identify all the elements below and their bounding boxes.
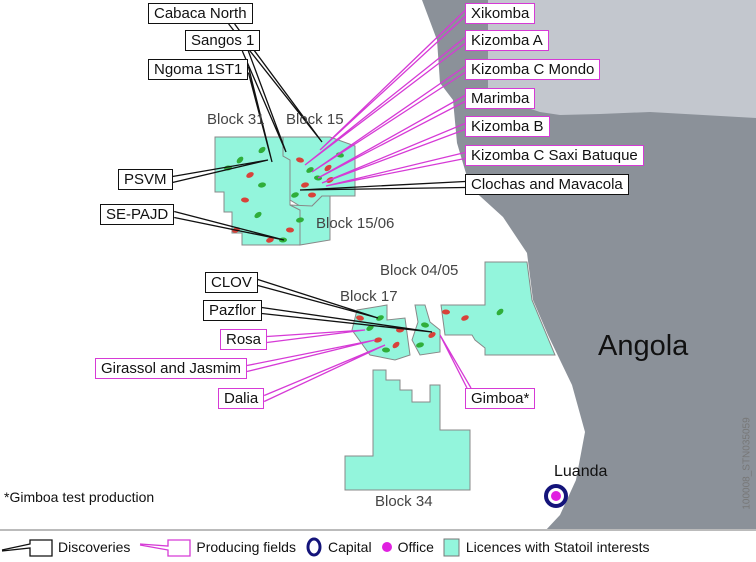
label-kizomba-a: Kizomba A (465, 30, 549, 51)
legend-capital: Capital (304, 536, 372, 558)
label-kizomba-b: Kizomba B (465, 116, 550, 137)
leader-line (304, 36, 466, 166)
leader-line (319, 10, 466, 151)
block-17b (411, 304, 441, 356)
block-17-label: Block 17 (340, 288, 398, 305)
block-15-06 (289, 195, 331, 246)
field-marker (392, 341, 400, 349)
legend-licences-label: Licences with Statoil interests (465, 539, 650, 555)
label-cabaca-north: Cabaca North (148, 3, 253, 24)
leader-line (263, 344, 386, 403)
field-marker (286, 227, 294, 233)
label-girassol: Girassol and Jasmim (95, 358, 248, 379)
capital-icon (306, 537, 322, 557)
field-marker (266, 237, 274, 243)
legend-discoveries: Discoveries (0, 536, 130, 558)
legend-discoveries-label: Discoveries (58, 539, 131, 555)
leader-line (241, 50, 287, 153)
label-clov: CLOV (205, 272, 258, 293)
legend-producing: Producing fields (138, 536, 296, 558)
country-label: Angola (598, 330, 689, 362)
block-31-label: Block 31 (207, 111, 265, 128)
legend-office-label: Office (397, 539, 434, 555)
field-marker (301, 182, 309, 188)
leader-line (266, 329, 366, 344)
label-dalia: Dalia (218, 388, 265, 409)
leader-line (228, 23, 323, 143)
legend-producing-label: Producing fields (196, 539, 296, 555)
leader-line (257, 278, 379, 319)
field-marker (254, 211, 262, 219)
label-kizomba-c-saxi: Kizomba C Saxi Batuque (465, 145, 644, 166)
leader-line (172, 159, 269, 184)
block-15-label: Block 15 (286, 111, 344, 128)
leader-line (317, 94, 466, 179)
field-marker (496, 308, 504, 316)
block-04-05-label: Block 04/05 (380, 262, 459, 279)
image-code: 100008_STN035059 (741, 417, 753, 510)
field-marker (236, 156, 244, 164)
field-marker (428, 332, 436, 338)
label-pazflor: Pazflor (203, 300, 262, 321)
leader-line (325, 151, 466, 187)
block-04-05 (440, 261, 556, 356)
field-marker (241, 197, 249, 203)
field-marker (461, 315, 469, 321)
label-clochas: Clochas and Mavacola (465, 174, 629, 195)
block-34 (344, 369, 471, 491)
label-rosa: Rosa (220, 329, 268, 350)
block-15-06-label: Block 15/06 (316, 215, 395, 232)
field-marker (356, 315, 364, 321)
label-marimba: Marimba (465, 88, 536, 109)
leader-line (261, 306, 433, 333)
licence-swatch-icon (443, 538, 460, 557)
leader-line (174, 210, 285, 241)
field-marker (382, 347, 390, 353)
discovery-leader-icon (1, 539, 53, 557)
field-marker (296, 217, 304, 223)
capital-label: Luanda (554, 463, 608, 480)
field-marker (376, 315, 384, 321)
field-marker (258, 146, 266, 154)
office-icon (381, 542, 392, 552)
label-se-pajd: SE-PAJD (100, 204, 175, 225)
field-marker (291, 192, 299, 198)
leader-line (439, 334, 472, 389)
leader-line (247, 66, 273, 163)
legend-office: Office (380, 536, 434, 558)
field-marker (421, 322, 429, 328)
field-marker (258, 182, 266, 188)
label-xikomba: Xikomba (465, 3, 536, 24)
field-marker (416, 342, 424, 348)
label-psvm: PSVM (118, 169, 173, 190)
field-marker (374, 337, 382, 343)
label-ngoma: Ngoma 1ST1 (148, 59, 249, 80)
block-34-label: Block 34 (375, 493, 433, 510)
legend: Discoveries Producing fields Capital Off… (0, 532, 756, 562)
legend-capital-label: Capital (327, 539, 372, 555)
label-kizomba-c-mondo: Kizomba C Mondo (465, 59, 601, 80)
field-marker (246, 172, 254, 178)
producing-leader-icon (140, 539, 192, 557)
label-gimboa: Gimboa* (465, 388, 536, 409)
label-sangos-1: Sangos 1 (185, 30, 261, 51)
leader-line (311, 65, 466, 173)
field-marker (442, 309, 450, 315)
field-marker (324, 164, 332, 172)
land-neighbour (488, 0, 756, 118)
field-marker (366, 325, 374, 331)
footnote: *Gimboa test production (4, 489, 155, 505)
leader-line (246, 339, 376, 373)
legend-licences: Licences with Statoil interests (442, 536, 650, 558)
field-marker (296, 157, 304, 163)
leader-line (321, 122, 466, 184)
field-marker (308, 192, 316, 198)
leader-line (299, 180, 466, 191)
office-marker (551, 491, 561, 501)
